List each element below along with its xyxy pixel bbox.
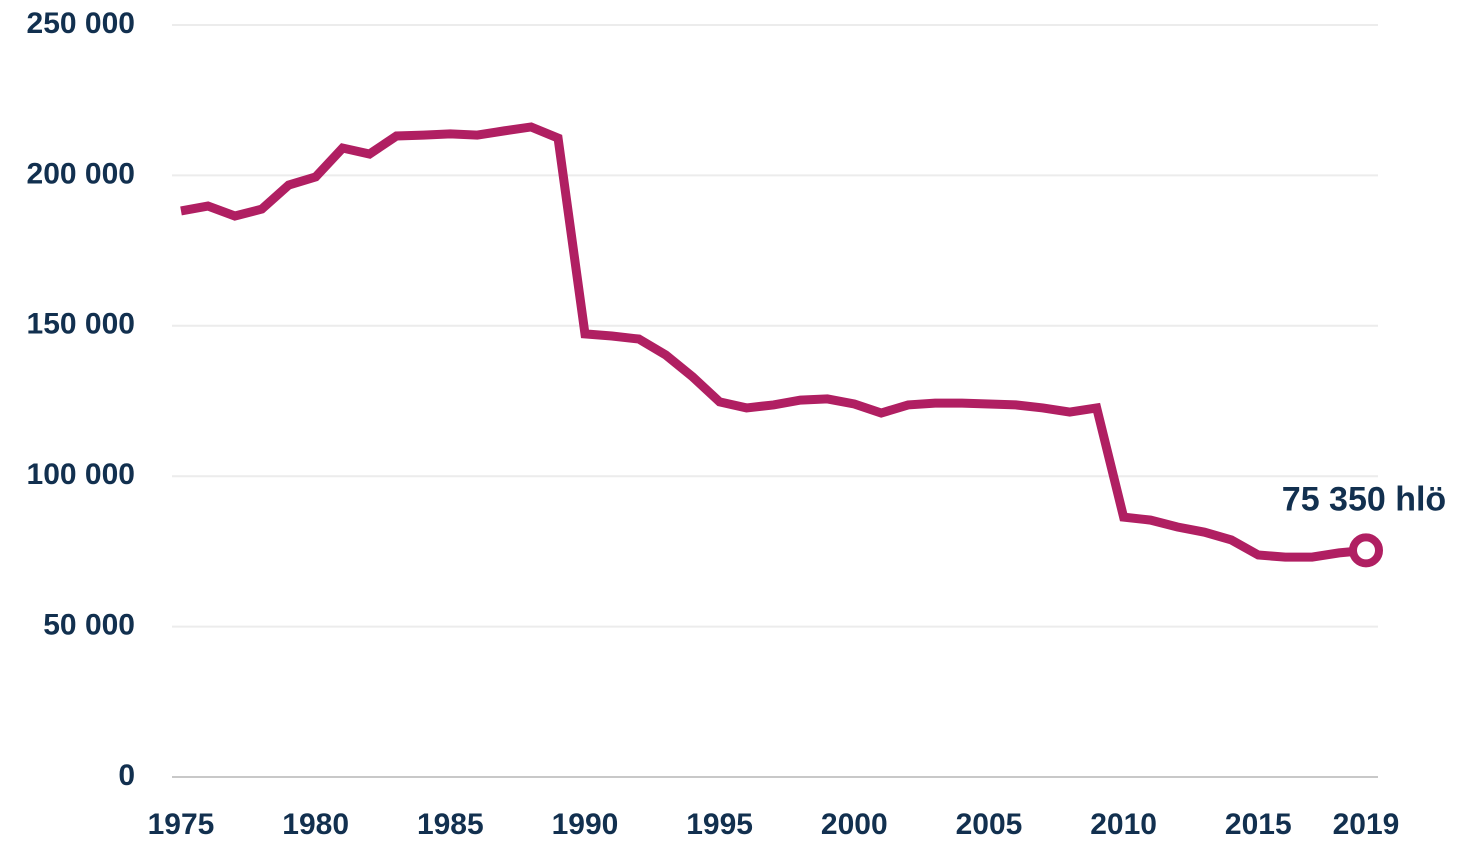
x-tick-label: 1995	[686, 808, 753, 841]
y-tick-label: 200 000	[27, 157, 135, 190]
y-tick-label: 50 000	[43, 609, 135, 642]
data-line	[180, 122, 1367, 562]
x-tick-label: 2005	[956, 808, 1023, 841]
y-tick-label: 150 000	[27, 308, 135, 341]
y-tick-label: 250 000	[27, 7, 135, 40]
value-label: 75 350 hlö	[1282, 480, 1446, 518]
x-tick-label: 2000	[821, 808, 888, 841]
y-tick-label: 100 000	[27, 458, 135, 491]
x-tick-label: 1975	[148, 808, 215, 841]
y-tick-label: 0	[118, 759, 135, 792]
x-tick-label: 1985	[417, 808, 484, 841]
x-tick-label: 2015	[1225, 808, 1292, 841]
x-tick-label: 2019	[1333, 808, 1400, 841]
end-marker	[1349, 533, 1383, 568]
x-tick-label: 1990	[552, 808, 619, 841]
x-tick-label: 2010	[1090, 808, 1157, 841]
x-tick-label: 1980	[282, 808, 349, 841]
